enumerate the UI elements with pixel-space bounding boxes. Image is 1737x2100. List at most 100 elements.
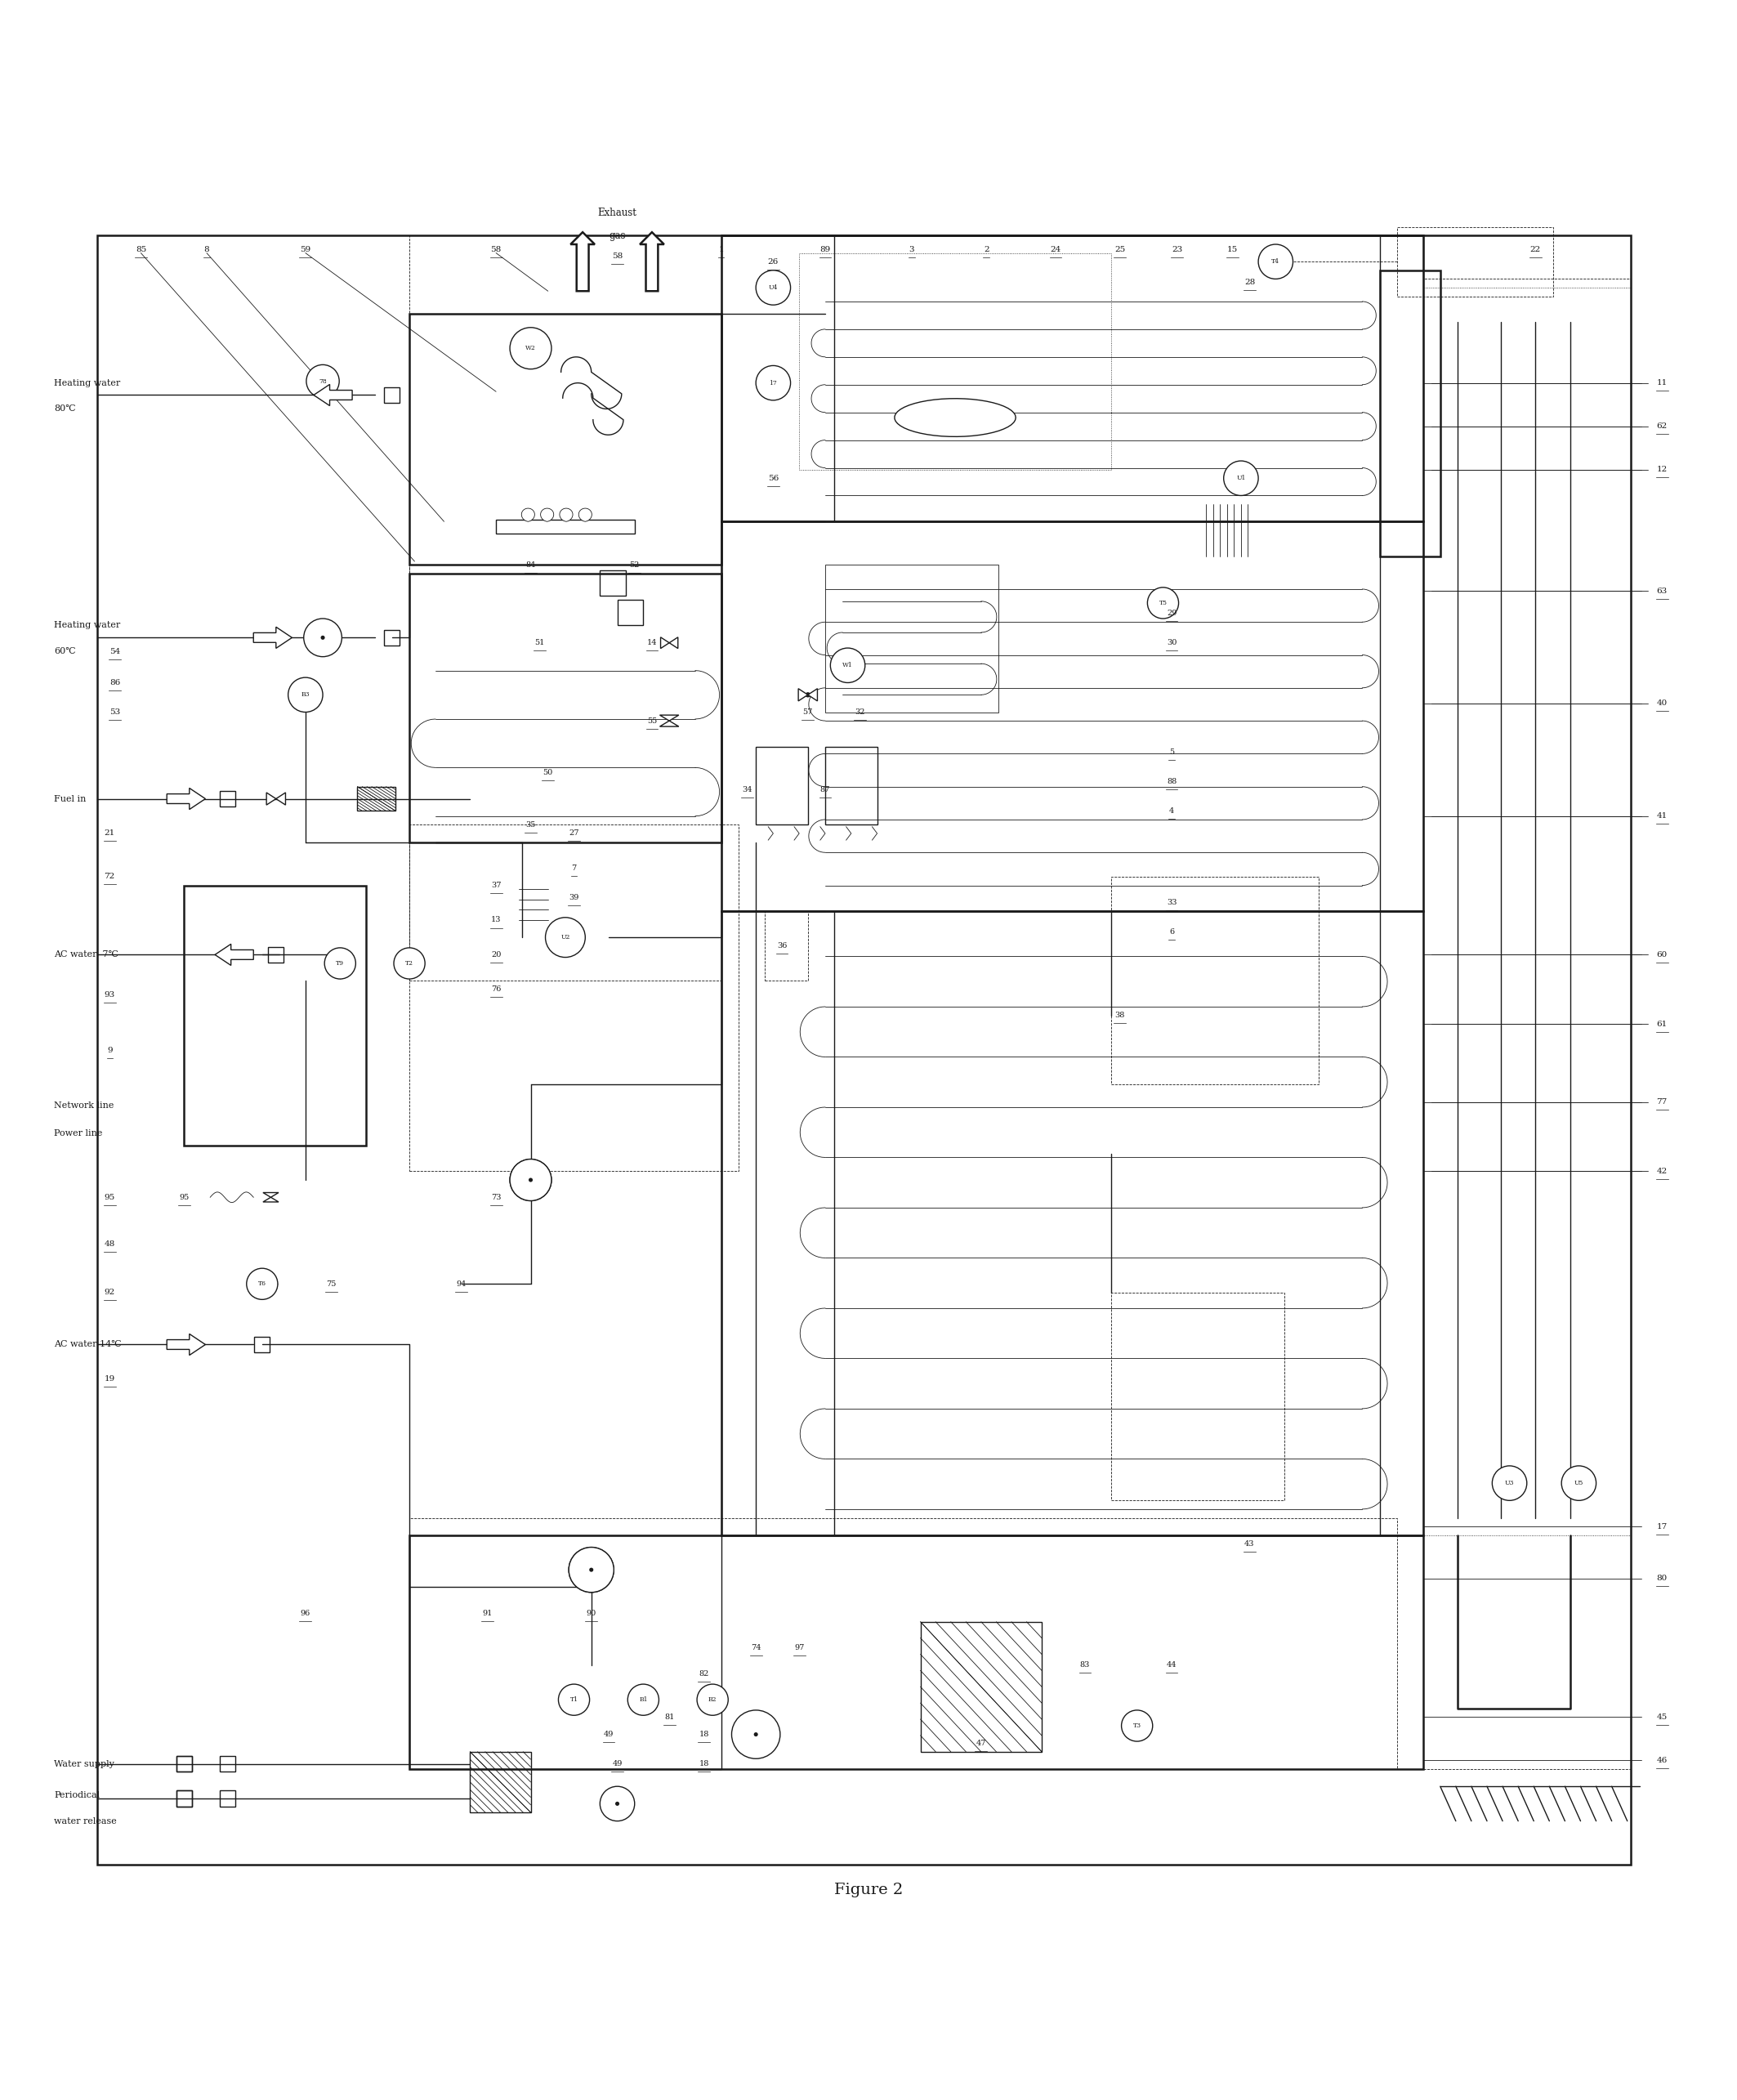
Circle shape — [589, 1569, 594, 1573]
Text: 83: 83 — [1080, 1661, 1091, 1670]
Text: AC water 14℃: AC water 14℃ — [54, 1340, 122, 1348]
Text: 56: 56 — [768, 475, 778, 481]
Text: 74: 74 — [750, 1644, 761, 1651]
Text: 14: 14 — [646, 638, 657, 647]
Polygon shape — [660, 716, 679, 720]
Bar — [410, 235, 721, 842]
Text: 96: 96 — [301, 1609, 311, 1617]
Circle shape — [830, 649, 865, 682]
Text: 45: 45 — [1657, 1714, 1668, 1720]
Bar — [410, 1535, 721, 1768]
Circle shape — [1223, 460, 1258, 496]
Text: 72: 72 — [104, 874, 115, 880]
Text: 47: 47 — [976, 1739, 987, 1747]
Text: Figure 2: Figure 2 — [834, 1884, 903, 1898]
Text: 46: 46 — [1657, 1758, 1668, 1764]
Text: 8: 8 — [203, 246, 210, 254]
Text: 37: 37 — [492, 882, 502, 888]
Polygon shape — [262, 1197, 278, 1201]
Text: U3: U3 — [1504, 1480, 1515, 1487]
Text: 60℃: 60℃ — [54, 647, 76, 655]
Circle shape — [754, 1732, 757, 1737]
Text: 55: 55 — [646, 716, 657, 724]
Text: 1: 1 — [719, 246, 724, 254]
Bar — [410, 1518, 1397, 1768]
Text: U4: U4 — [768, 284, 778, 292]
Polygon shape — [167, 788, 205, 808]
Text: 77: 77 — [1657, 1098, 1668, 1107]
Text: 90: 90 — [587, 1609, 596, 1617]
Bar — [756, 748, 808, 825]
Bar — [617, 598, 643, 626]
Text: 85: 85 — [135, 246, 146, 254]
Text: T3: T3 — [1133, 1722, 1141, 1728]
Circle shape — [1258, 244, 1292, 279]
Text: Fuel in: Fuel in — [54, 794, 87, 802]
Bar — [97, 235, 1631, 1865]
Text: T2: T2 — [405, 960, 413, 966]
Bar — [219, 1791, 234, 1806]
Circle shape — [558, 1684, 589, 1716]
Text: 40: 40 — [1657, 699, 1668, 708]
Circle shape — [806, 693, 811, 697]
Bar — [1112, 876, 1318, 1086]
Text: 48: 48 — [104, 1241, 115, 1247]
Bar — [721, 911, 1423, 1535]
Polygon shape — [578, 508, 592, 521]
Text: 49: 49 — [611, 1760, 622, 1768]
Circle shape — [615, 1802, 620, 1806]
Bar — [410, 313, 721, 565]
Text: 35: 35 — [526, 821, 535, 827]
Text: AC water  7℃: AC water 7℃ — [54, 951, 118, 960]
Text: 11: 11 — [1657, 380, 1668, 386]
Polygon shape — [266, 792, 276, 804]
Text: 15: 15 — [1226, 246, 1238, 254]
Text: U1: U1 — [1237, 475, 1245, 481]
Text: 3: 3 — [908, 246, 914, 254]
Bar — [799, 252, 1112, 470]
Bar — [254, 1338, 269, 1352]
Polygon shape — [570, 233, 594, 292]
Polygon shape — [895, 399, 1016, 437]
Bar — [497, 521, 634, 533]
Circle shape — [545, 918, 585, 958]
Circle shape — [697, 1684, 728, 1716]
Circle shape — [321, 636, 325, 640]
Circle shape — [394, 947, 426, 979]
Text: 17: 17 — [1657, 1522, 1668, 1531]
Polygon shape — [254, 628, 292, 649]
Text: 54: 54 — [109, 647, 120, 655]
Text: B1: B1 — [639, 1697, 648, 1703]
Text: 39: 39 — [570, 895, 578, 901]
Text: 5: 5 — [1169, 748, 1174, 756]
Text: 29: 29 — [1167, 609, 1176, 617]
Text: 53: 53 — [109, 708, 120, 716]
Polygon shape — [215, 945, 254, 966]
Circle shape — [568, 1548, 613, 1592]
Text: T5: T5 — [1159, 601, 1167, 607]
Text: 18: 18 — [698, 1730, 709, 1739]
Text: 82: 82 — [698, 1670, 709, 1678]
Text: T1: T1 — [570, 1697, 578, 1703]
Text: 58: 58 — [490, 246, 502, 254]
Bar — [410, 565, 721, 981]
Text: 92: 92 — [104, 1289, 115, 1296]
Polygon shape — [167, 1334, 205, 1354]
Bar — [599, 569, 625, 596]
Bar — [410, 825, 738, 1172]
Text: 24: 24 — [1051, 246, 1061, 254]
Bar — [1379, 271, 1440, 556]
Polygon shape — [276, 792, 285, 804]
Text: 44: 44 — [1167, 1661, 1176, 1670]
Circle shape — [288, 678, 323, 712]
Polygon shape — [314, 384, 353, 405]
Bar — [1112, 1294, 1284, 1501]
Text: water release: water release — [54, 1816, 116, 1825]
Text: 22: 22 — [1530, 246, 1541, 254]
Text: T4: T4 — [1271, 258, 1280, 265]
Bar — [1397, 227, 1553, 296]
Bar — [825, 565, 999, 712]
Bar — [721, 521, 1423, 911]
Text: 21: 21 — [104, 830, 115, 838]
Bar — [384, 386, 400, 403]
